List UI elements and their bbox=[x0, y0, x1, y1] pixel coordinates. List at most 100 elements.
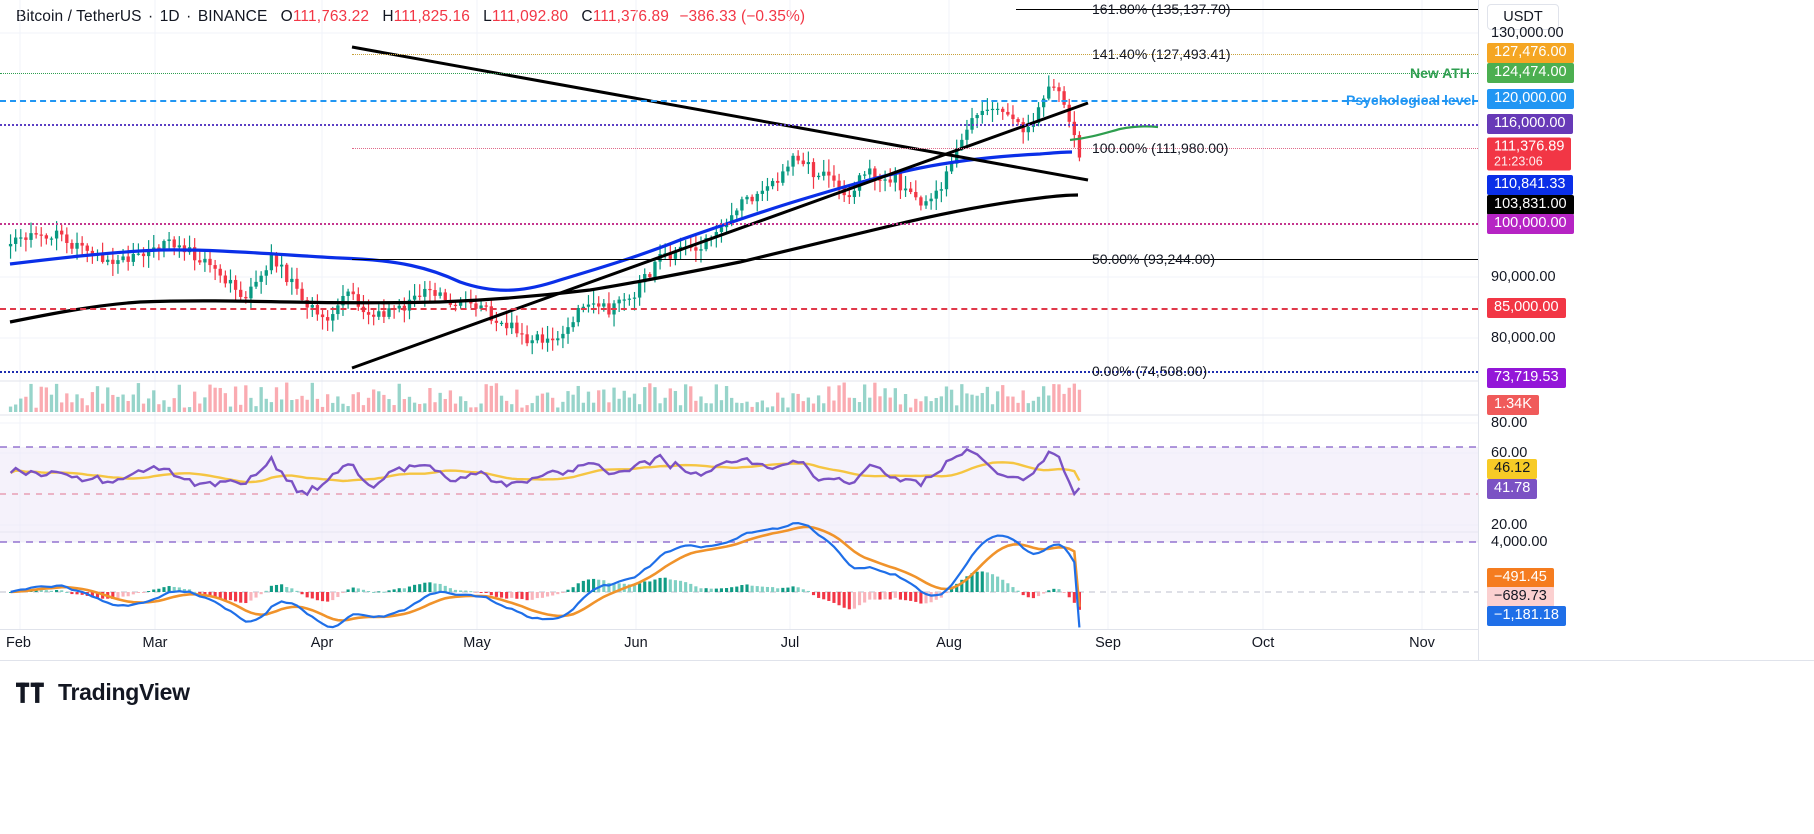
overlay-line-fib-100[interactable] bbox=[352, 148, 1478, 149]
macd-hist-bar bbox=[1052, 588, 1056, 592]
price-badge[interactable]: 41.78 bbox=[1487, 479, 1538, 499]
volume-bar bbox=[187, 407, 192, 412]
macd-hist-bar bbox=[617, 583, 621, 592]
volume-bar bbox=[54, 383, 59, 412]
price-badge[interactable]: 111,376.89 21:23:06 bbox=[1487, 137, 1572, 171]
volume-bar bbox=[366, 397, 371, 412]
macd-hist-bar bbox=[765, 586, 770, 592]
candle-body bbox=[474, 303, 478, 309]
ma-black-line bbox=[9, 193, 1079, 324]
candle-body bbox=[816, 175, 821, 178]
macd-hist-bar bbox=[310, 592, 314, 599]
candle-body bbox=[960, 139, 964, 149]
overlay-line-fib-1618[interactable] bbox=[1016, 9, 1478, 10]
time-axis-month: Aug bbox=[936, 635, 962, 651]
volume-bar bbox=[121, 394, 125, 412]
macd-hist-bar bbox=[709, 588, 713, 592]
price-badge[interactable]: 1.34K bbox=[1487, 395, 1539, 415]
candle-body bbox=[862, 174, 867, 176]
candle-body bbox=[520, 333, 524, 335]
overlay-line-fib-50[interactable] bbox=[352, 259, 1478, 260]
macd-hist-bar bbox=[428, 582, 432, 592]
candle-body bbox=[852, 190, 857, 198]
price-badge[interactable]: −1,181.18 bbox=[1487, 606, 1566, 626]
chart-legend[interactable]: Bitcoin / TetherUS · 1D · BINANCE O111,7… bbox=[16, 8, 805, 30]
price-badge[interactable]: −689.73 bbox=[1487, 587, 1554, 607]
macd-hist-bar bbox=[9, 592, 13, 593]
volume-bar bbox=[433, 402, 437, 412]
volume-bar bbox=[955, 405, 959, 412]
volume-bar bbox=[182, 407, 187, 412]
volume-bar bbox=[806, 397, 811, 412]
overlay-label-fib-1618: 161.80% (135,137.70) bbox=[1092, 1, 1231, 17]
overlay-line-fib-0[interactable] bbox=[0, 371, 1478, 373]
time-axis-month: Jun bbox=[624, 635, 648, 651]
overlay-line-fib-1414[interactable] bbox=[352, 54, 1478, 55]
price-badge-value: 116,000.00 bbox=[1494, 115, 1566, 131]
volume-bar bbox=[709, 403, 713, 412]
volume-bar bbox=[438, 392, 442, 412]
candle-body bbox=[653, 261, 657, 278]
overlay-line-psychological[interactable] bbox=[0, 100, 1478, 102]
macd-hist-bar bbox=[975, 571, 979, 592]
trendlines[interactable] bbox=[351, 45, 1089, 370]
overlay-line-level-85k[interactable] bbox=[0, 308, 1478, 310]
candle-body bbox=[1067, 104, 1071, 122]
macd-hist-bar bbox=[167, 586, 171, 592]
macd-hist-bar bbox=[269, 585, 273, 592]
macd-hist-bar bbox=[141, 592, 146, 593]
macd-hist-bar bbox=[198, 592, 202, 594]
time-axis[interactable]: Feb Mar Apr May Jun Jul Aug Sep Oct Nov bbox=[0, 629, 1478, 659]
candle-body bbox=[602, 303, 606, 307]
price-badge[interactable]: 110,841.33 bbox=[1487, 175, 1573, 195]
volume-bar bbox=[1031, 400, 1036, 412]
volume-bar bbox=[167, 406, 171, 412]
price-tick: 90,000.00 bbox=[1491, 269, 1556, 285]
overlay-line-level-100k[interactable] bbox=[0, 223, 1478, 225]
ma-blue-line bbox=[9, 150, 1073, 292]
macd-hist-bar bbox=[494, 592, 498, 597]
candle-body bbox=[551, 338, 555, 341]
macd-hist-bar bbox=[868, 592, 872, 600]
legend-low-key: L bbox=[483, 8, 492, 25]
candle-body bbox=[909, 188, 913, 193]
macd-hist-bar bbox=[878, 592, 882, 600]
volume-bar bbox=[857, 402, 862, 412]
legend-symbol[interactable]: Bitcoin / TetherUS bbox=[16, 8, 142, 25]
macd-hist-bar bbox=[632, 585, 637, 592]
price-badge[interactable]: 116,000.00 bbox=[1487, 114, 1573, 134]
candle-body bbox=[776, 180, 780, 183]
price-badge[interactable]: 127,476.00 bbox=[1487, 43, 1574, 63]
price-badge[interactable]: 46.12 bbox=[1487, 459, 1538, 479]
price-badge[interactable]: 124,474.00 bbox=[1487, 63, 1574, 83]
macd-hist-bar bbox=[65, 591, 69, 593]
volume-bar bbox=[847, 397, 851, 412]
tradingview-wordmark: TradingView bbox=[58, 679, 190, 705]
candle-body bbox=[796, 155, 800, 161]
macd-hist-bar bbox=[152, 589, 156, 592]
candlestick-series[interactable] bbox=[8, 75, 1082, 355]
candle-body bbox=[791, 155, 795, 167]
legend-exchange[interactable]: BINANCE bbox=[197, 8, 268, 25]
price-badge[interactable]: 85,000.00 bbox=[1487, 298, 1566, 318]
price-badge[interactable]: 103,831.00 bbox=[1487, 195, 1574, 215]
price-badge[interactable]: 100,000.00 bbox=[1487, 214, 1574, 234]
macd-hist-bar bbox=[771, 587, 775, 592]
price-badge[interactable]: −491.45 bbox=[1487, 568, 1554, 588]
currency-chip[interactable]: USDT bbox=[1487, 4, 1559, 30]
volume-bar bbox=[116, 396, 120, 412]
candle-body bbox=[622, 299, 626, 301]
overlay-line-new-ath[interactable] bbox=[0, 73, 1478, 74]
chart-plot-area[interactable] bbox=[0, 0, 1478, 629]
candle-body bbox=[535, 334, 539, 341]
volume-bar bbox=[80, 398, 84, 412]
price-badge[interactable]: 120,000.00 bbox=[1487, 89, 1574, 109]
volume-bar bbox=[970, 394, 974, 412]
overlay-line-level-116k[interactable] bbox=[0, 124, 1478, 126]
volume-bar bbox=[213, 387, 217, 412]
price-badge[interactable]: 73,719.53 bbox=[1487, 368, 1566, 388]
legend-interval[interactable]: 1D bbox=[159, 8, 180, 25]
tradingview-logo[interactable]: TradingView bbox=[16, 679, 190, 706]
macd-hist-bar bbox=[320, 592, 325, 602]
volume-bar bbox=[29, 383, 33, 412]
